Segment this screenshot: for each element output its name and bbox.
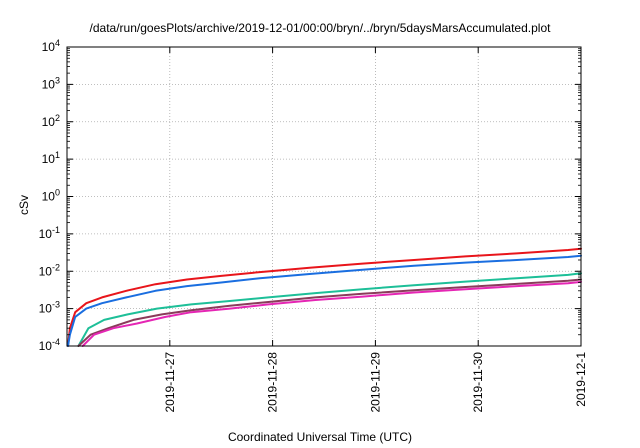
series-line <box>67 247 582 347</box>
y-tick-label: 103 <box>42 75 60 91</box>
x-tick-label: 2019-11-29 <box>368 352 382 413</box>
y-tick-label: 10-4 <box>39 337 60 353</box>
x-tick-label: 2019-11-30 <box>471 352 485 413</box>
x-tick-label: 2019-12-1 <box>574 352 588 407</box>
x-tick-label: 2019-11-27 <box>163 352 177 413</box>
series-line <box>77 278 582 347</box>
chart-title: /data/run/goesPlots/archive/2019-12-01/0… <box>89 21 551 35</box>
series-line <box>67 254 582 347</box>
series-layer <box>67 247 582 347</box>
y-tick-label: 10-2 <box>39 262 60 278</box>
x-axis-label: Coordinated Universal Time (UTC) <box>227 430 413 444</box>
tick-layer: 10-4 10-3 10-2 10-1 100 101 102 103 104 2019-11-2… <box>39 38 588 413</box>
x-tick-label: 2019-11-28 <box>266 352 280 413</box>
y-tick-label: 102 <box>42 113 60 129</box>
y-tick-label: 104 <box>42 38 60 54</box>
plot-frame <box>66 46 582 347</box>
y-tick-label: 101 <box>42 150 60 166</box>
y-axis-label: cSv <box>17 194 32 216</box>
series-line <box>81 280 582 347</box>
grid-layer <box>67 47 581 346</box>
y-tick-label: 100 <box>42 188 60 204</box>
series-line <box>77 272 582 347</box>
y-tick-label: 10-1 <box>39 225 60 241</box>
y-tick-label: 10-3 <box>39 300 60 316</box>
